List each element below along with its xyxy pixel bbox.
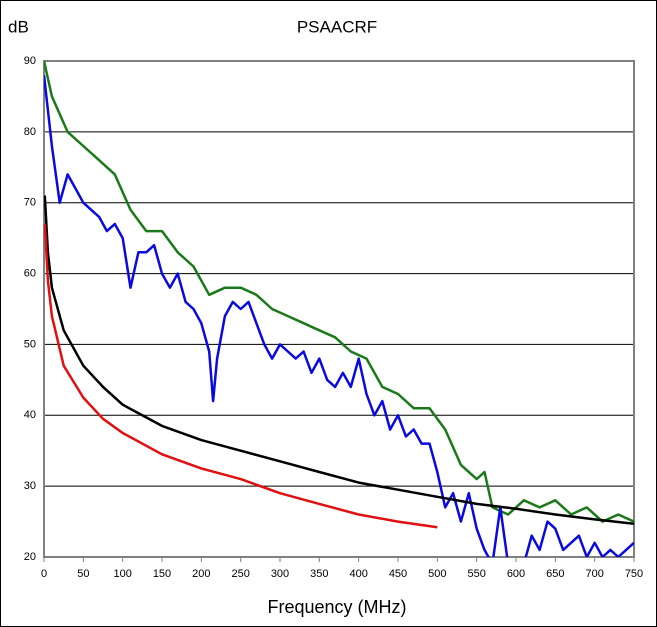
y-tick-label: 80 bbox=[24, 126, 36, 138]
y-axis-label: dB bbox=[8, 17, 29, 36]
series-line bbox=[44, 61, 634, 523]
x-tick-label: 550 bbox=[467, 568, 485, 580]
x-tick-label: 100 bbox=[113, 568, 131, 580]
x-tick-label: 300 bbox=[271, 568, 289, 580]
y-tick-label: 30 bbox=[24, 480, 36, 492]
x-tick-label: 50 bbox=[77, 568, 89, 580]
chart-title: PSAACRF bbox=[297, 17, 377, 36]
x-tick-label: 450 bbox=[389, 568, 407, 580]
x-tick-label: 600 bbox=[507, 568, 525, 580]
x-axis-label: Frequency (MHz) bbox=[267, 597, 406, 617]
series-line bbox=[44, 195, 634, 525]
y-tick-label: 70 bbox=[24, 197, 36, 209]
plot-lines bbox=[44, 61, 634, 557]
series-line bbox=[44, 223, 438, 529]
x-tick-label: 0 bbox=[41, 568, 47, 580]
x-tick-label: 200 bbox=[192, 568, 210, 580]
x-tick-label: 700 bbox=[585, 568, 603, 580]
y-tick-label: 50 bbox=[24, 338, 36, 350]
x-tick-label: 500 bbox=[428, 568, 446, 580]
series-line bbox=[44, 75, 634, 557]
x-tick-label: 250 bbox=[231, 568, 249, 580]
x-tick-label: 650 bbox=[546, 568, 564, 580]
y-tick-label: 20 bbox=[24, 551, 36, 563]
y-tick-label: 60 bbox=[24, 267, 36, 279]
y-tick-label: 40 bbox=[24, 409, 36, 421]
x-tick-label: 400 bbox=[349, 568, 367, 580]
plot-border bbox=[43, 60, 635, 558]
x-tick-label: 150 bbox=[153, 568, 171, 580]
x-tick-label: 750 bbox=[625, 568, 643, 580]
y-tick-label: 90 bbox=[24, 55, 36, 67]
x-tick-label: 350 bbox=[310, 568, 328, 580]
